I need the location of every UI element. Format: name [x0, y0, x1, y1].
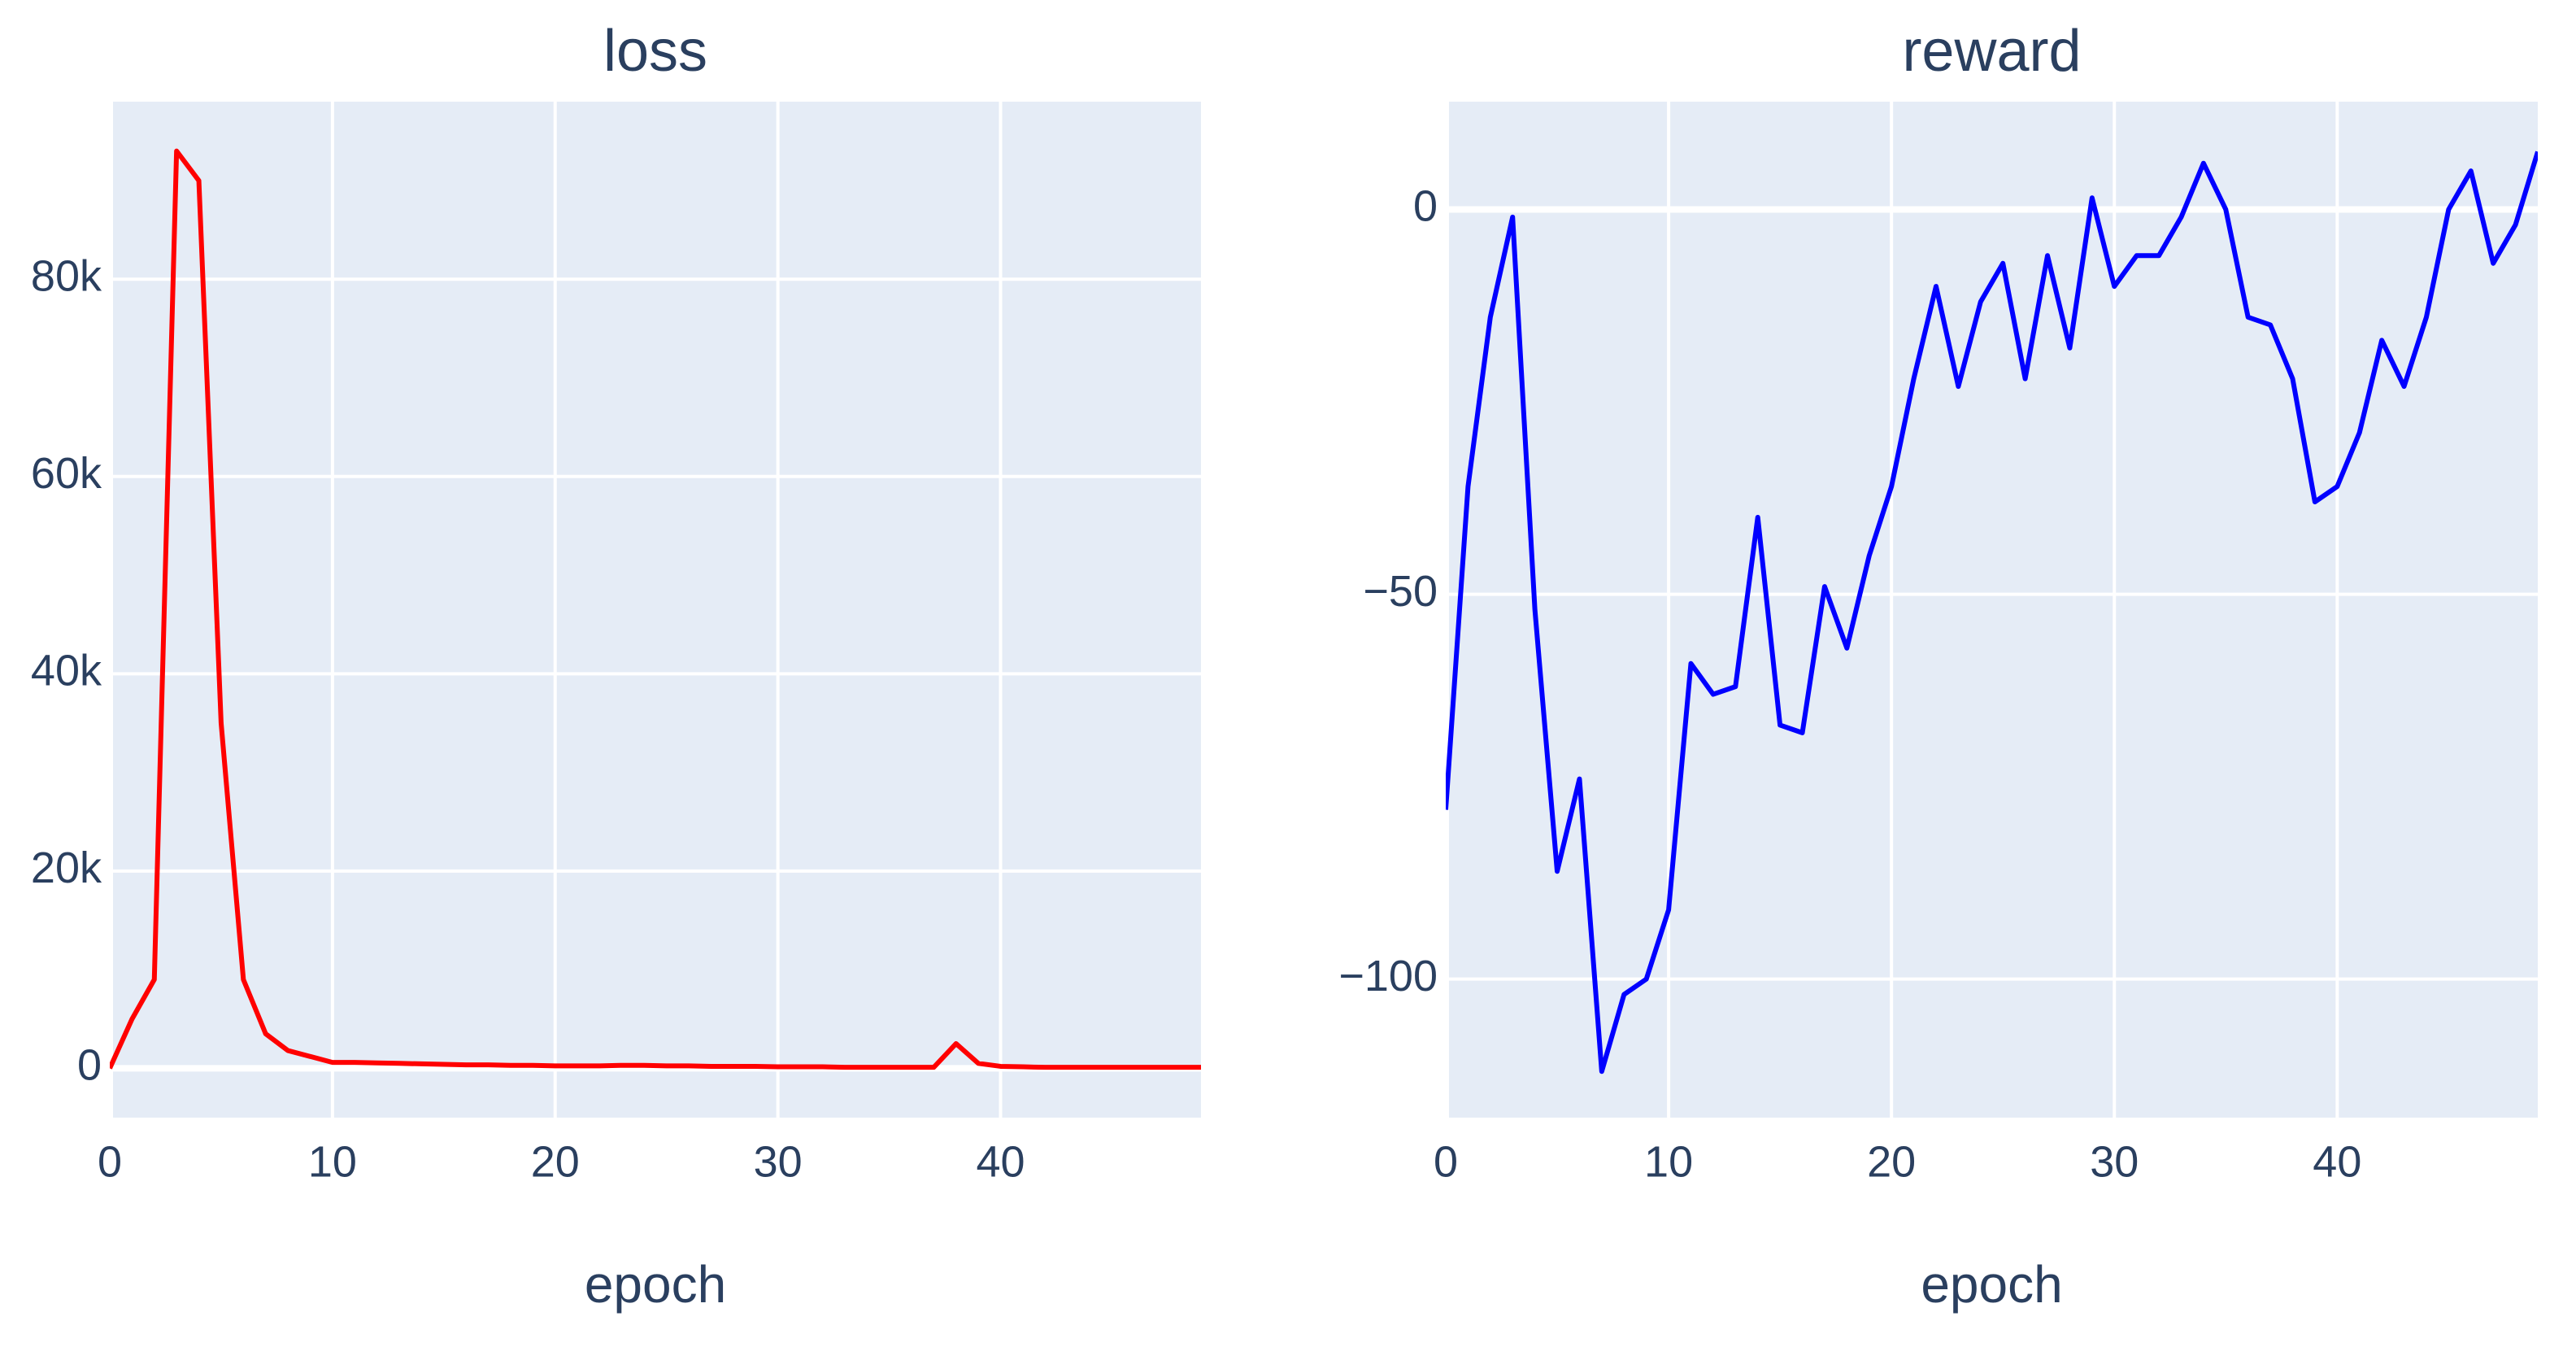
- plot-background: [1446, 102, 2538, 1118]
- line: [1446, 150, 2538, 1075]
- x-tick-label: 40: [976, 1137, 1025, 1186]
- y-tick-label: 0: [1413, 182, 1438, 231]
- chart-title: reward: [1902, 19, 2081, 84]
- y-tick-label: 60k: [31, 449, 102, 498]
- x-tick-label: 20: [531, 1137, 580, 1186]
- x-tick-label: 10: [1644, 1137, 1693, 1186]
- y-tick-label: 40k: [31, 647, 102, 695]
- y-tick-label: 0: [77, 1041, 102, 1090]
- line: [110, 148, 1201, 1070]
- x-axis-title: epoch: [1921, 1255, 2062, 1314]
- plot-background: [110, 102, 1201, 1118]
- series-group: [1446, 150, 2538, 1075]
- x-tick-label: 10: [308, 1137, 357, 1186]
- y-tick-label: 80k: [31, 252, 102, 301]
- x-tick-label: 0: [1434, 1137, 1458, 1186]
- y-tick-label: −100: [1338, 952, 1438, 1000]
- x-tick-label: 30: [2090, 1137, 2139, 1186]
- x-tick-label: 40: [2313, 1137, 2361, 1186]
- chart-title: loss: [603, 19, 707, 84]
- x-tick-label: 20: [1867, 1137, 1916, 1186]
- x-tick-label: 0: [98, 1137, 122, 1186]
- x-tick-label: 30: [754, 1137, 803, 1186]
- series-group: [110, 148, 1201, 1070]
- y-tick-label: −50: [1363, 567, 1438, 616]
- y-tick-label: 20k: [31, 844, 102, 892]
- x-axis-title: epoch: [585, 1255, 726, 1314]
